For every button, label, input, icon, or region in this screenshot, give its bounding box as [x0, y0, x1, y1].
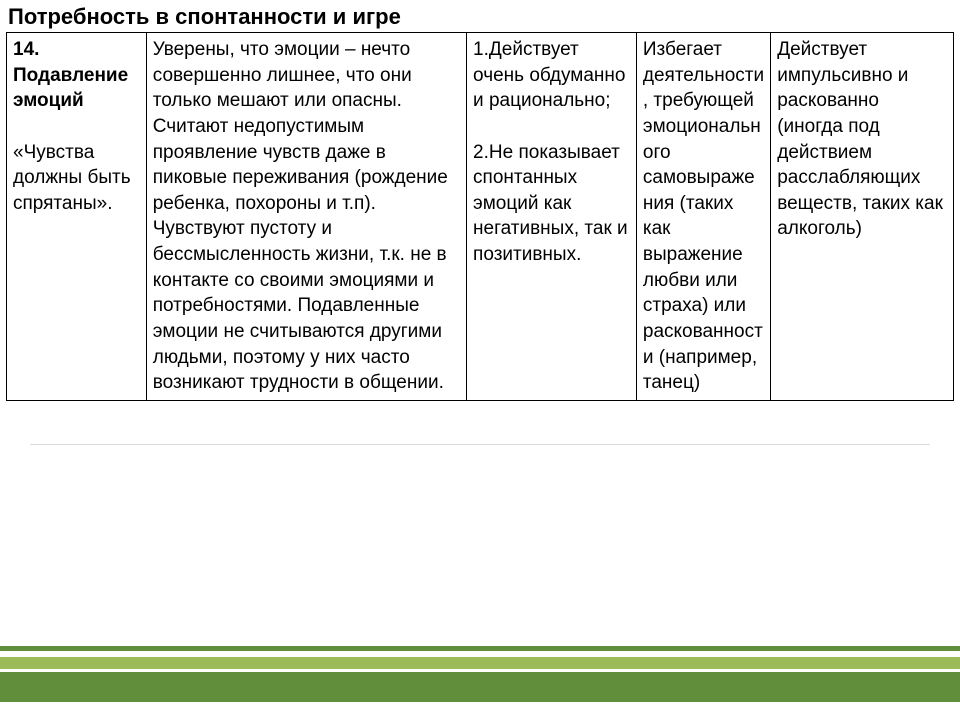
table-row: 14. Подавление эмоций «Чувства должны бы… — [7, 33, 954, 401]
footer-decoration — [0, 646, 960, 720]
cell-1: 14. Подавление эмоций «Чувства должны бы… — [7, 33, 147, 401]
cell-4-text: Избегает деятельности, требующей эмоцион… — [643, 39, 764, 393]
footer-bar-2 — [0, 657, 960, 669]
cell-1-title: 14. Подавление эмоций — [13, 39, 128, 111]
cell-5: Действует импульсивно и раскованно (иног… — [771, 33, 954, 401]
cell-3-item1: 1.Действует очень обдуманно и рациональн… — [473, 39, 625, 111]
divider-line — [30, 444, 930, 445]
content-table: 14. Подавление эмоций «Чувства должны бы… — [6, 32, 954, 401]
cell-4: Избегает деятельности, требующей эмоцион… — [636, 33, 770, 401]
cell-2-text: Уверены, что эмоции – нечто совершенно л… — [153, 39, 448, 393]
cell-5-text: Действует импульсивно и раскованно (иног… — [777, 39, 943, 239]
cell-2: Уверены, что эмоции – нечто совершенно л… — [146, 33, 466, 401]
page-title: Потребность в спонтанности и игре — [0, 0, 960, 32]
cell-3: 1.Действует очень обдуманно и рациональн… — [467, 33, 637, 401]
cell-3-item2: 2.Не показывает спонтанных эмоций как не… — [473, 142, 628, 266]
footer-bar-3 — [0, 672, 960, 702]
cell-1-quote: «Чувства должны быть спрятаны». — [13, 142, 131, 214]
